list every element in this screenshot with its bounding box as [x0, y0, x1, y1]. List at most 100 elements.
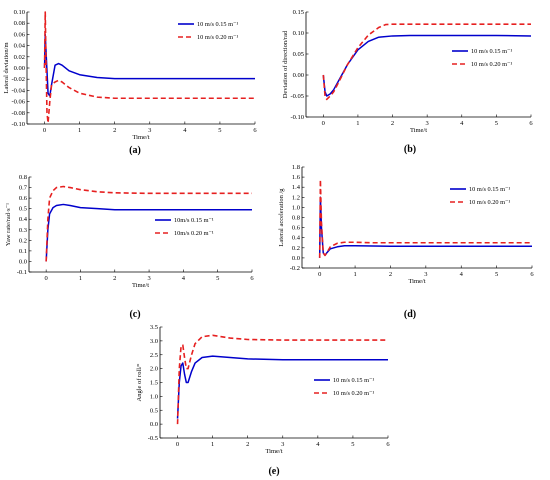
y-tick-label: 0.10 [14, 9, 25, 16]
y-tick-label: 0.00 [14, 65, 25, 72]
y-tick-label: 0.2 [292, 245, 300, 252]
x-tick-label: 3 [148, 127, 151, 134]
panel-label: (b) [404, 144, 416, 155]
x-tick-label: 1 [353, 271, 356, 278]
series-line-0 [322, 34, 532, 97]
chart-panel-4: -0.5 0.0 0.5 1.0 1.5 2.0 2.5 3.0 3.5 0 1 2 3 4 5 6 Time/… [136, 324, 392, 477]
chart-panel-3: -0.2 0.0 0.2 0.4 0.6 0.8 1.0 1.2 1.4 1.6 1.8 0 1 2 3 4 5… [278, 164, 534, 320]
legend-label-1: 10 m/s 0.20 m⁻¹ [471, 61, 512, 68]
y-tick-label: 0.10 [293, 30, 304, 37]
y-tick-label: 1.8 [292, 164, 300, 171]
y-tick-label: 0.5 [150, 407, 158, 414]
x-tick-label: 6 [253, 127, 257, 134]
y-tick-label: 2.5 [150, 352, 158, 359]
legend-label-0: 10 m/s 0.15 m⁻¹ [471, 48, 512, 55]
y-tick-label: 1.0 [292, 204, 300, 211]
y-tick-label: 0.08 [14, 20, 25, 27]
y-tick-label: 1.0 [150, 393, 158, 400]
y-tick-label: 0.00 [293, 72, 304, 79]
x-tick-label: 1 [211, 441, 214, 448]
panel-label: (c) [129, 309, 140, 320]
y-axis-title: Lateral acceleration /g [278, 188, 285, 247]
x-tick-label: 0 [43, 127, 46, 134]
legend: 10m/s 0.15 m⁻¹ 10m/s 0.20 m⁻¹ [153, 213, 233, 241]
y-axis-title: Deviation of direction/rad [282, 30, 289, 98]
y-tick-label: -0.04 [11, 87, 25, 94]
x-tick-label: 6 [529, 120, 533, 127]
panel-label: (e) [268, 466, 279, 477]
y-tick-label: -0.10 [290, 114, 304, 121]
x-tick-label: 5 [218, 127, 221, 134]
x-tick-label: 6 [250, 275, 254, 282]
legend: 10 m/s 0.15 m⁻¹ 10 m/s 0.20 m⁻¹ [448, 182, 528, 210]
x-tick-label: 3 [281, 441, 284, 448]
y-tick-label: -0.05 [290, 93, 304, 100]
x-tick-label: 4 [183, 127, 187, 134]
x-tick-label: 2 [389, 271, 392, 278]
y-tick-label: 0.4 [19, 216, 28, 223]
y-axis-title: Angle of roll/° [136, 363, 143, 401]
y-axis-title: Yaw rate/rad·s⁻¹ [5, 203, 12, 246]
legend: 10 m/s 0.15 m⁻¹ 10 m/s 0.20 m⁻¹ [450, 44, 530, 72]
chart-panel-1: -0.10 -0.05 0.00 0.05 0.10 0.15 0 1 2 3 4 5 6 Time/t D… [282, 9, 533, 155]
x-tick-label: 1 [356, 120, 359, 127]
y-tick-label: 0.8 [19, 174, 27, 181]
series-line-0 [45, 203, 252, 262]
x-tick-label: 3 [426, 120, 429, 127]
x-tick-label: 6 [386, 441, 390, 448]
x-tick-label: 2 [113, 275, 116, 282]
x-tick-label: 0 [322, 120, 325, 127]
legend-label-1: 10 m/s 0.20 m⁻¹ [469, 199, 510, 206]
x-tick-label: 0 [176, 441, 179, 448]
x-tick-label: 2 [113, 127, 116, 134]
legend-label-0: 10 m/s 0.15 m⁻¹ [197, 21, 238, 28]
y-tick-label: 0.05 [293, 51, 304, 58]
y-tick-label: 0.2 [19, 237, 27, 244]
x-tick-label: 2 [246, 441, 249, 448]
x-tick-label: 3 [147, 275, 150, 282]
series-line-0 [43, 33, 255, 97]
chart-panel-0: -0.10 -0.08 -0.06 -0.04 -0.02 0.00 0.02 0.04 0.0… [3, 9, 257, 156]
series-line-1 [45, 185, 252, 262]
series-line-0 [176, 355, 388, 419]
x-tick-label: 6 [530, 271, 534, 278]
y-tick-label: 0.1 [19, 248, 27, 255]
panel-label: (d) [404, 309, 416, 320]
legend-box [450, 44, 530, 72]
x-tick-label: 4 [460, 120, 464, 127]
y-axis-title: Lateral deviation/m [3, 42, 10, 93]
legend-label-0: 10m/s 0.15 m⁻¹ [174, 217, 214, 224]
y-tick-label: 3.5 [150, 324, 158, 331]
y-tick-label: 0.8 [292, 215, 300, 222]
legend-label-1: 10m/s 0.20 m⁻¹ [174, 230, 214, 237]
x-tick-label: 0 [318, 271, 321, 278]
y-tick-label: 0.0 [150, 421, 158, 428]
legend-box [312, 373, 392, 401]
y-tick-label: 0.3 [19, 227, 27, 234]
y-tick-label: -0.02 [11, 76, 25, 83]
x-tick-label: 4 [316, 441, 320, 448]
x-tick-label: 0 [45, 275, 48, 282]
x-tick-label: 2 [391, 120, 394, 127]
series-line-1 [318, 178, 532, 258]
x-axis-title: Time/t [410, 127, 427, 134]
y-tick-label: -0.08 [11, 110, 25, 117]
series-line-1 [43, 11, 255, 124]
x-tick-label: 1 [79, 275, 82, 282]
series-line-1 [322, 23, 531, 101]
x-tick-label: 5 [495, 120, 498, 127]
y-tick-label: 0.15 [293, 9, 304, 16]
y-tick-label: 3.0 [150, 338, 158, 345]
chart-panel-2: -0.1 0.0 0.1 0.2 0.3 0.4 0.5 0.6 0.7 0.8 0 1 2 3 4 5 6 Ti… [5, 174, 254, 320]
legend-box [448, 182, 528, 210]
x-axis-title: Time/t [265, 448, 282, 455]
x-axis-title: Time/t [132, 282, 149, 289]
y-tick-label: 0.6 [19, 195, 28, 202]
x-axis-title: Time/t [132, 134, 149, 141]
y-tick-label: -0.06 [11, 99, 25, 106]
y-tick-label: 0.6 [292, 225, 301, 232]
y-tick-label: 0.0 [292, 255, 300, 262]
legend: 10 m/s 0.15 m⁻¹ 10 m/s 0.20 m⁻¹ [176, 17, 256, 45]
y-tick-label: 0.02 [14, 54, 25, 61]
